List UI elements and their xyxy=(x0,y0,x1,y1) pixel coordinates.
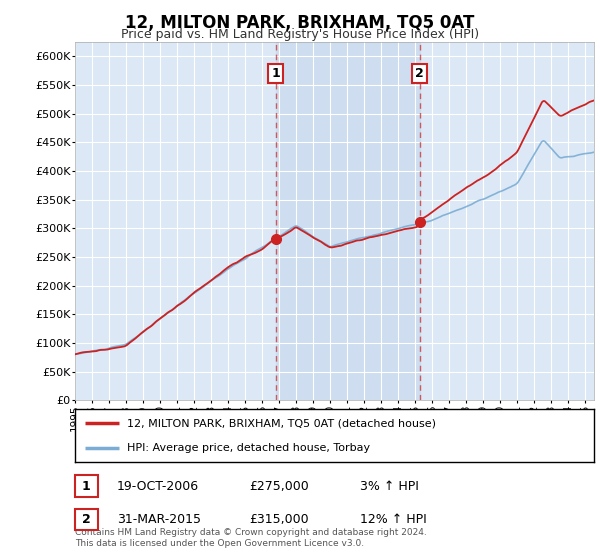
Text: 2: 2 xyxy=(415,67,424,80)
Text: Contains HM Land Registry data © Crown copyright and database right 2024.
This d: Contains HM Land Registry data © Crown c… xyxy=(75,528,427,548)
Text: £315,000: £315,000 xyxy=(249,513,308,526)
Text: 3% ↑ HPI: 3% ↑ HPI xyxy=(360,479,419,493)
Text: 12, MILTON PARK, BRIXHAM, TQ5 0AT (detached house): 12, MILTON PARK, BRIXHAM, TQ5 0AT (detac… xyxy=(127,418,436,428)
Text: 1: 1 xyxy=(271,67,280,80)
Text: 2: 2 xyxy=(82,513,91,526)
Text: 31-MAR-2015: 31-MAR-2015 xyxy=(117,513,201,526)
Text: £275,000: £275,000 xyxy=(249,479,309,493)
Text: 19-OCT-2006: 19-OCT-2006 xyxy=(117,479,199,493)
Text: 12% ↑ HPI: 12% ↑ HPI xyxy=(360,513,427,526)
Text: 1: 1 xyxy=(82,479,91,493)
Text: Price paid vs. HM Land Registry's House Price Index (HPI): Price paid vs. HM Land Registry's House … xyxy=(121,28,479,41)
Text: 12, MILTON PARK, BRIXHAM, TQ5 0AT: 12, MILTON PARK, BRIXHAM, TQ5 0AT xyxy=(125,14,475,32)
Bar xyxy=(276,42,419,400)
Text: HPI: Average price, detached house, Torbay: HPI: Average price, detached house, Torb… xyxy=(127,442,370,452)
